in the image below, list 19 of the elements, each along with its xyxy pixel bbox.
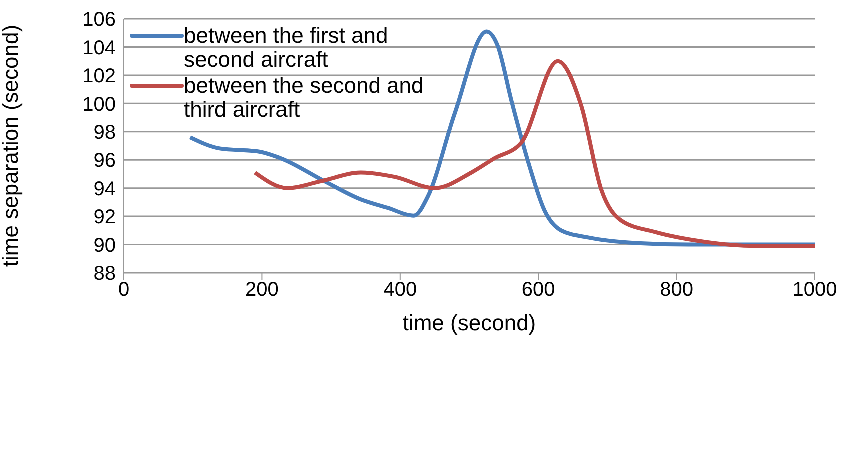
y-tick-label: 90 (94, 234, 116, 257)
x-tick-label: 0 (118, 279, 130, 302)
y-tick-label: 100 (82, 94, 116, 116)
y-tick-label: 106 (82, 9, 116, 32)
x-tick-label: 400 (384, 279, 418, 302)
y-tick-label: 88 (94, 263, 116, 286)
legend-label: between the second and third aircraft (184, 73, 425, 122)
y-tick-label: 104 (82, 37, 116, 60)
x-axis-title: time (second) (402, 310, 536, 336)
y-tick-label: 98 (94, 122, 116, 144)
y-tick-label: 96 (94, 150, 116, 172)
y-tick-label: 102 (82, 66, 116, 88)
x-tick-label: 800 (660, 279, 694, 302)
y-axis-title: time separation (second) (0, 24, 23, 268)
y-tick-label: 94 (94, 178, 116, 200)
x-tick-label: 600 (522, 279, 556, 302)
x-tick-label: 1000 (792, 279, 838, 302)
x-tick-label: 200 (246, 279, 279, 302)
y-tick-label: 92 (94, 206, 116, 229)
